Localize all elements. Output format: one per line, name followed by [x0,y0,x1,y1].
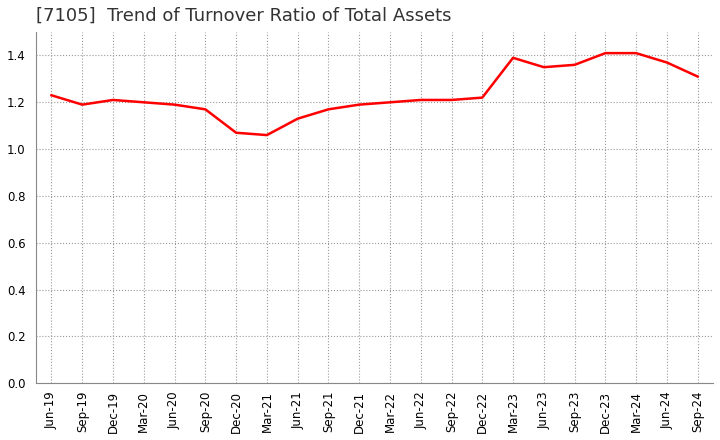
Text: [7105]  Trend of Turnover Ratio of Total Assets: [7105] Trend of Turnover Ratio of Total … [36,7,451,25]
